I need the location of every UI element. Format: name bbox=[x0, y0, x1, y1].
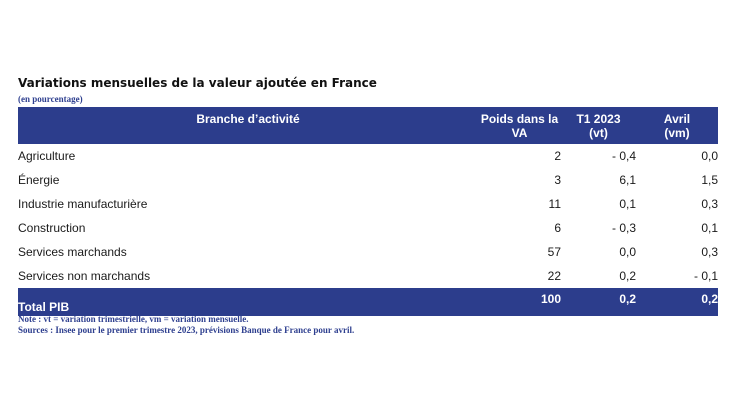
table-title: Variations mensuelles de la valeur ajout… bbox=[18, 76, 377, 90]
table-row: Services marchands 57 0,0 0,3 bbox=[18, 240, 718, 264]
note-text: Note : vt = variation trimestrielle, vm … bbox=[18, 314, 249, 324]
row-poids: 2 bbox=[554, 149, 561, 163]
header-branch-label: Branche d’activité bbox=[196, 112, 300, 126]
row-t1: - 0,3 bbox=[611, 221, 636, 235]
row-avril: 1,5 bbox=[701, 173, 718, 187]
row-poids: 3 bbox=[554, 173, 561, 187]
total-branch: Total PIB bbox=[18, 288, 478, 316]
row-avril: 0,3 bbox=[701, 197, 718, 211]
row-poids: 11 bbox=[548, 197, 561, 211]
total-avril: 0,2 bbox=[636, 288, 718, 316]
row-branch: Services marchands bbox=[18, 245, 127, 259]
total-t1: 0,2 bbox=[561, 288, 636, 316]
row-avril: 0,3 bbox=[701, 245, 718, 259]
row-t1: - 0,4 bbox=[611, 149, 636, 163]
table-header-row: Branche d’activité Poids dans la VA T1 2… bbox=[18, 107, 718, 144]
row-branch: Industrie manufacturière bbox=[18, 197, 148, 211]
header-poids-label: Poids dans la VA bbox=[480, 112, 559, 140]
row-poids: 6 bbox=[554, 221, 561, 235]
total-row: Total PIB 100 0,2 0,2 bbox=[18, 288, 718, 316]
table-row: Services non marchands 22 0,2 - 0,1 bbox=[18, 264, 718, 288]
row-branch: Énergie bbox=[18, 173, 60, 187]
row-avril: 0,1 bbox=[701, 221, 718, 235]
table-row: Industrie manufacturière 11 0,1 0,3 bbox=[18, 192, 718, 216]
value-added-table: Branche d’activité Poids dans la VA T1 2… bbox=[18, 107, 718, 316]
footnotes: Note : vt = variation trimestrielle, vm … bbox=[18, 314, 354, 336]
row-t1: 6,1 bbox=[619, 173, 636, 187]
header-t1: T1 2023 (vt) bbox=[561, 107, 636, 144]
row-t1: 0,2 bbox=[619, 269, 636, 283]
row-t1: 0,0 bbox=[619, 245, 636, 259]
row-poids: 57 bbox=[547, 245, 561, 259]
row-branch: Construction bbox=[18, 221, 86, 235]
row-avril: - 0,1 bbox=[693, 269, 718, 283]
row-branch: Services non marchands bbox=[18, 269, 151, 283]
header-avril-label: Avril (vm) bbox=[663, 112, 691, 140]
header-poids: Poids dans la VA bbox=[478, 107, 561, 144]
total-poids: 100 bbox=[478, 288, 561, 316]
header-branch: Branche d’activité bbox=[18, 107, 478, 144]
row-avril: 0,0 bbox=[701, 149, 718, 163]
table-row: Agriculture 2 - 0,4 0,0 bbox=[18, 144, 718, 168]
row-poids: 22 bbox=[547, 269, 561, 283]
table-subtitle: (en pourcentage) bbox=[18, 94, 83, 104]
table-row: Construction 6 - 0,3 0,1 bbox=[18, 216, 718, 240]
sources-text: Sources : Insee pour le premier trimestr… bbox=[18, 325, 355, 335]
row-t1: 0,1 bbox=[619, 197, 636, 211]
header-avril: Avril (vm) bbox=[636, 107, 718, 144]
row-branch: Agriculture bbox=[18, 149, 76, 163]
header-t1-label: T1 2023 (vt) bbox=[576, 112, 621, 140]
table-row: Énergie 3 6,1 1,5 bbox=[18, 168, 718, 192]
